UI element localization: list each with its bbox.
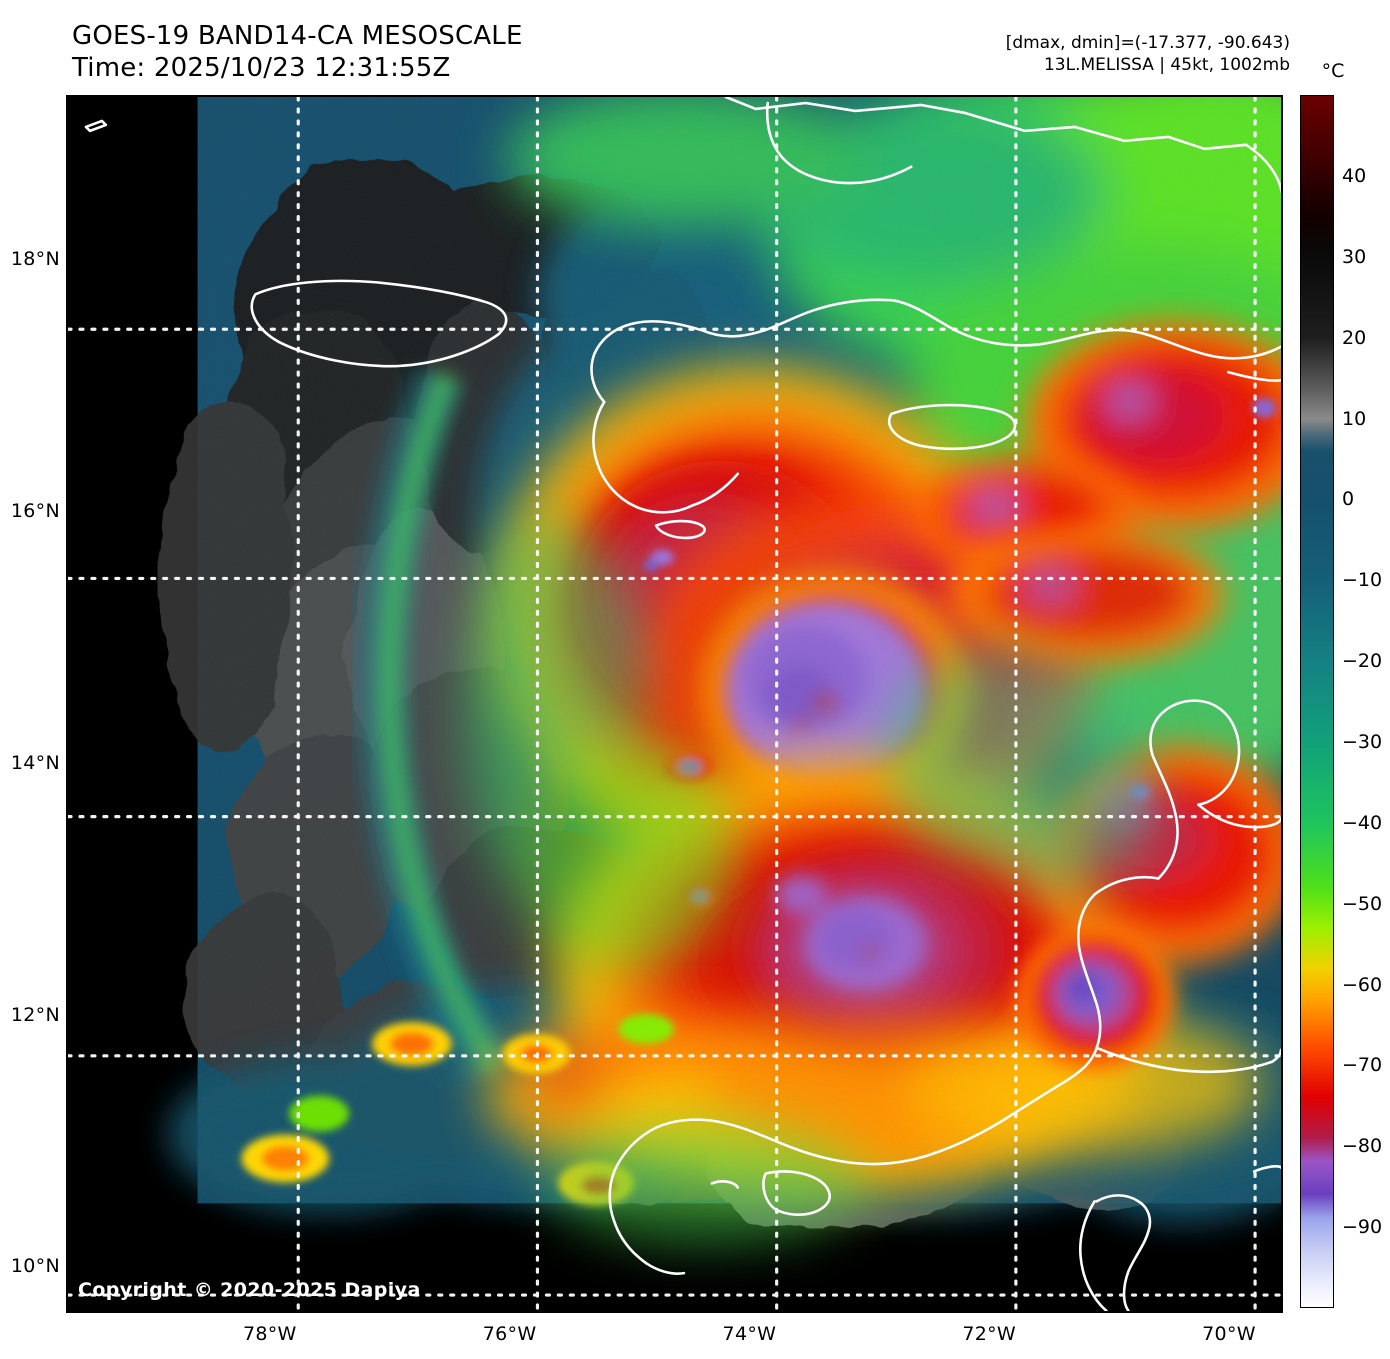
colorbar-tick-11: −70	[1342, 1054, 1383, 1077]
lon-tick-1: 76°W	[482, 1323, 537, 1345]
colorbar-tick-6: −20	[1342, 650, 1383, 673]
colorbar-tick-13: −90	[1342, 1216, 1383, 1239]
header-meta-block: [dmax, dmin]=(-17.377, -90.643) 13L.MELI…	[1006, 32, 1290, 76]
colorbar-unit-label: °C	[1321, 60, 1345, 82]
satellite-image-plot[interactable]	[66, 95, 1283, 1313]
lat-tick-0: 18°N	[10, 247, 60, 270]
colorbar-tick-10: −60	[1342, 973, 1383, 996]
header-title-block: GOES-19 BAND14-CA MESOSCALE Time: 2025/1…	[72, 20, 523, 84]
colorbar-tick-4: 0	[1342, 488, 1355, 511]
colorbar-tick-2: 20	[1342, 326, 1367, 349]
colorbar[interactable]	[1300, 95, 1334, 1308]
colorbar-tick-0: 40	[1342, 164, 1367, 187]
page-title: GOES-19 BAND14-CA MESOSCALE	[72, 21, 523, 51]
colorbar-tick-7: −30	[1342, 730, 1383, 753]
colorbar-tick-12: −80	[1342, 1135, 1383, 1158]
latitude-axis: 18°N 16°N 14°N 12°N 10°N	[0, 95, 60, 1313]
colorbar-tick-8: −40	[1342, 811, 1383, 834]
ir-data-swath	[157, 97, 1281, 1244]
lon-tick-0: 78°W	[242, 1323, 297, 1345]
lat-tick-3: 12°N	[10, 1003, 60, 1026]
satellite-ir-canvas	[68, 97, 1281, 1311]
copyright-label: Copyright © 2020-2025 Dapiya	[78, 1279, 421, 1301]
colorbar-tick-5: −10	[1342, 569, 1383, 592]
dmax-dmin-label: [dmax, dmin]=(-17.377, -90.643)	[1005, 33, 1290, 53]
lat-tick-1: 16°N	[10, 499, 60, 522]
colorbar-tick-labels: 40 30 20 10 0 −10 −20 −30 −40 −50 −60 −70 −80 −90	[1338, 95, 1390, 1308]
lon-tick-2: 74°W	[722, 1323, 777, 1345]
lat-tick-2: 14°N	[10, 751, 60, 774]
lat-tick-4: 10°N	[10, 1255, 60, 1278]
map-gridlines	[68, 97, 1281, 1311]
colorbar-tick-9: −50	[1342, 892, 1383, 915]
longitude-axis: 78°W 76°W 74°W 72°W 70°W	[66, 1315, 1283, 1355]
colorbar-gradient	[1301, 96, 1333, 1307]
lon-tick-3: 72°W	[962, 1323, 1017, 1345]
timestamp-label: Time: 2025/10/23 12:31:55Z	[72, 53, 451, 83]
storm-info-label: 13L.MELISSA | 45kt, 1002mb	[1043, 55, 1290, 75]
lon-tick-4: 70°W	[1202, 1323, 1256, 1345]
colorbar-tick-1: 30	[1342, 245, 1367, 268]
colorbar-tick-3: 10	[1342, 407, 1367, 430]
